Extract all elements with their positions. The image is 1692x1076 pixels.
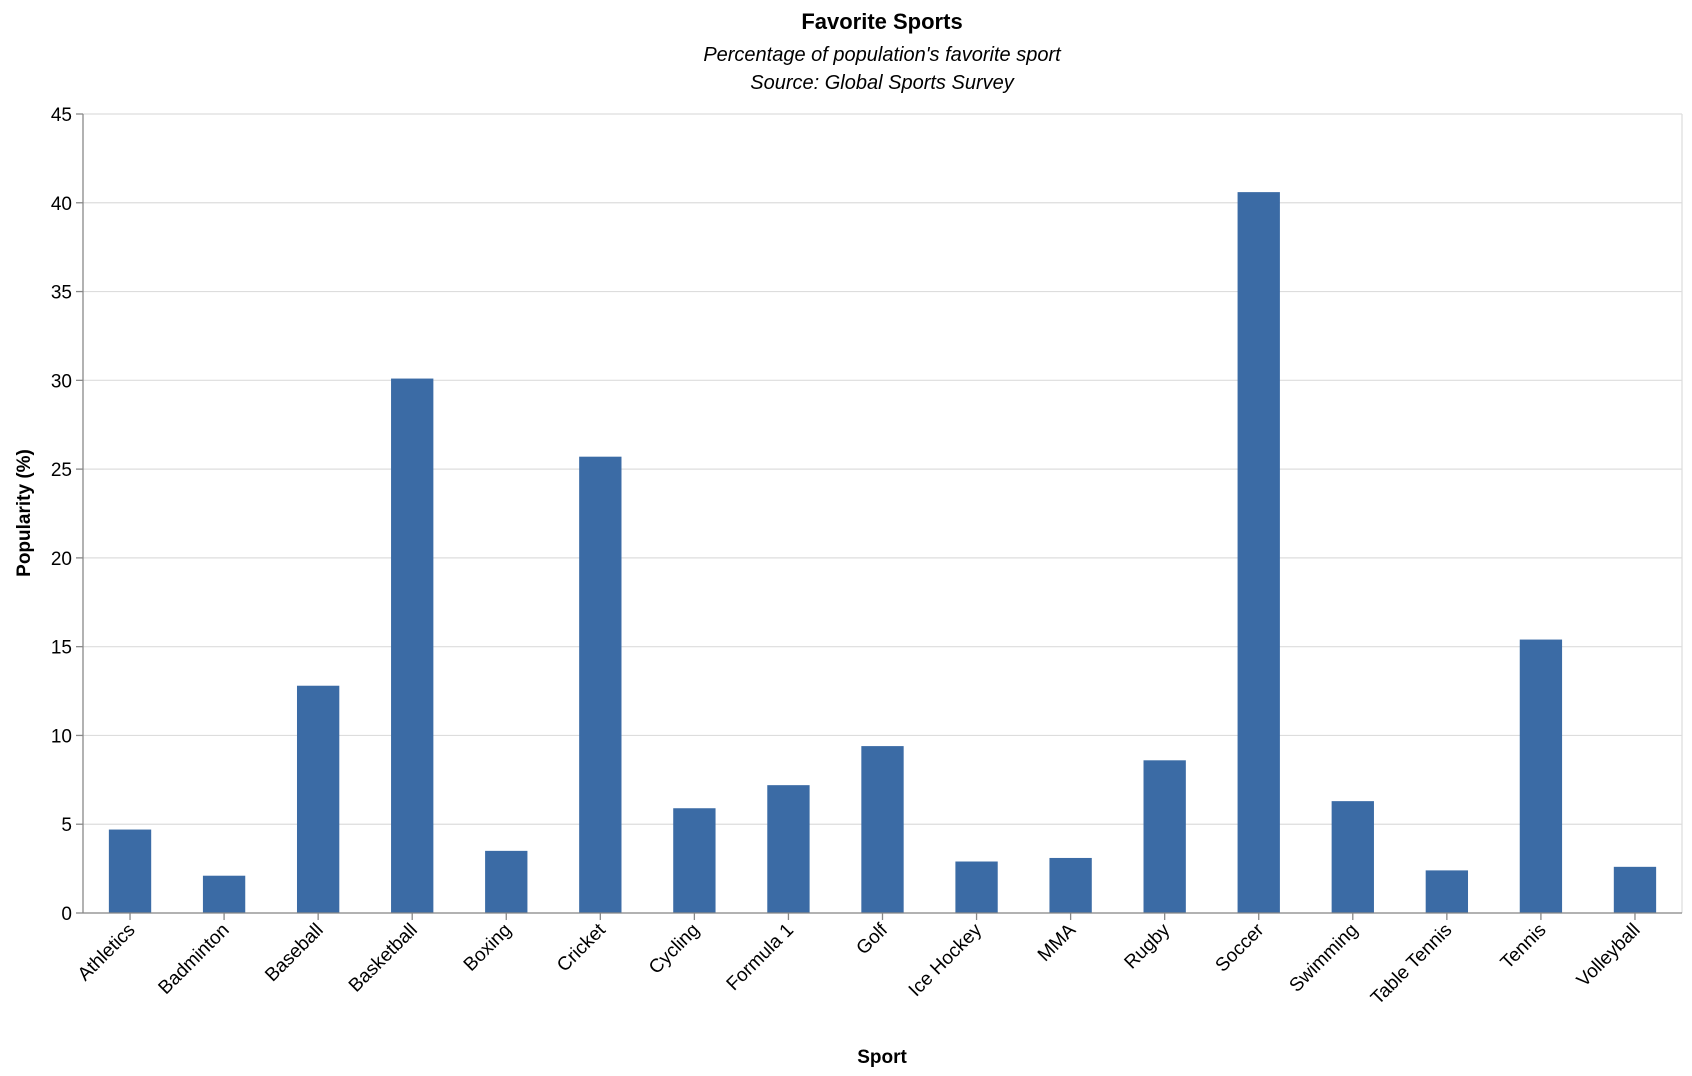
bar bbox=[1237, 192, 1280, 913]
bar bbox=[1613, 866, 1657, 913]
x-tick-label: Ice Hockey bbox=[905, 919, 987, 1001]
x-tick-label: Cricket bbox=[553, 919, 610, 976]
bars bbox=[108, 192, 1657, 914]
y-tick-label: 5 bbox=[61, 815, 72, 836]
bar bbox=[202, 875, 246, 913]
y-tick-label: 40 bbox=[51, 194, 72, 215]
y-tick-label: 10 bbox=[51, 726, 72, 747]
x-tick-label: Volleyball bbox=[1573, 920, 1645, 992]
x-tick-label: Boxing bbox=[460, 920, 516, 976]
x-tick-label: Swimming bbox=[1286, 920, 1363, 997]
bar bbox=[955, 861, 998, 913]
chart-subtitle-line-1: Percentage of population's favorite spor… bbox=[703, 44, 1062, 66]
bar bbox=[767, 785, 810, 913]
bar bbox=[861, 746, 904, 913]
x-tick-label: Tennis bbox=[1497, 920, 1551, 974]
x-tick-label: Baseball bbox=[261, 920, 327, 986]
bar bbox=[1519, 639, 1563, 913]
x-tick-label: Golf bbox=[853, 919, 893, 959]
y-tick-label: 30 bbox=[51, 371, 72, 392]
x-tick-label: Table Tennis bbox=[1367, 920, 1456, 1009]
x-tick-label: Formula 1 bbox=[723, 920, 798, 995]
x-tick-label: Rugby bbox=[1121, 919, 1175, 973]
bar bbox=[673, 808, 716, 913]
chart-header: Favorite Sports Percentage of population… bbox=[703, 9, 1062, 94]
x-tick-label: Badminton bbox=[155, 920, 234, 999]
bar bbox=[1049, 857, 1092, 913]
x-tick-label: Soccer bbox=[1212, 919, 1269, 976]
y-tick-label: 20 bbox=[51, 549, 72, 570]
x-tick-label: Basketball bbox=[345, 920, 422, 997]
y-tick-label: 15 bbox=[51, 638, 72, 659]
x-axis-ticks: Athletics Badminton Baseball Basketball Boxi… bbox=[74, 913, 1645, 1009]
chart-title: Favorite Sports bbox=[801, 9, 962, 34]
bar bbox=[579, 456, 622, 913]
x-tick-label: Cycling bbox=[645, 920, 704, 979]
bar bbox=[108, 829, 152, 913]
bar bbox=[1425, 870, 1469, 913]
y-tick-label: 45 bbox=[51, 105, 72, 126]
y-tick-label: 25 bbox=[51, 460, 72, 481]
bar bbox=[485, 850, 528, 913]
x-tick-label: Athletics bbox=[74, 920, 140, 986]
y-tick-label: 35 bbox=[51, 283, 72, 304]
y-tick-label: 0 bbox=[61, 904, 72, 925]
x-axis-title: Sport bbox=[857, 1047, 907, 1068]
bar bbox=[1331, 801, 1374, 913]
chart-subtitle-line-2: Source: Global Sports Survey bbox=[750, 72, 1014, 94]
bar bbox=[391, 378, 434, 914]
gridlines bbox=[83, 113, 1683, 914]
y-axis-title: Popularity (%) bbox=[14, 449, 35, 577]
y-axis-ticks: 0 5 10 15 20 25 30 35 40 45 bbox=[51, 105, 83, 925]
x-tick-label: MMA bbox=[1034, 919, 1080, 965]
bar bbox=[296, 685, 340, 913]
bar bbox=[1143, 760, 1186, 913]
